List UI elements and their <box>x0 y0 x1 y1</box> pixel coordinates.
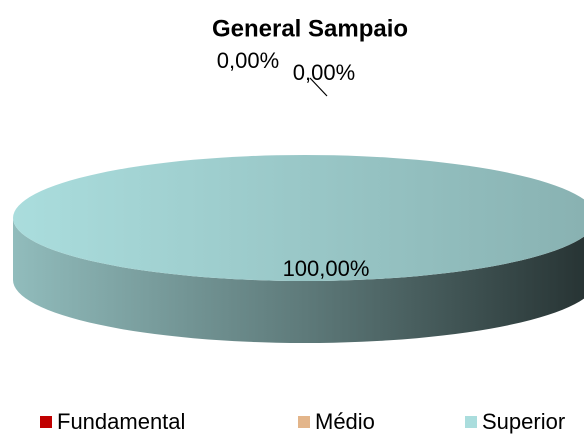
legend-label: Fundamental <box>57 409 185 434</box>
pie-slice <box>13 155 584 281</box>
pie-side <box>13 218 584 343</box>
data-label: 0,00% <box>293 60 355 85</box>
data-label: 0,00% <box>217 48 279 73</box>
data-label: 100,00% <box>283 256 370 281</box>
chart-title: General Sampaio <box>212 15 408 42</box>
legend-label: Médio <box>315 409 375 434</box>
legend-swatch <box>465 416 477 428</box>
leader-line <box>309 77 328 97</box>
legend-swatch <box>40 416 52 428</box>
legend-label: Superior <box>482 409 565 434</box>
legend-swatch <box>298 416 310 428</box>
